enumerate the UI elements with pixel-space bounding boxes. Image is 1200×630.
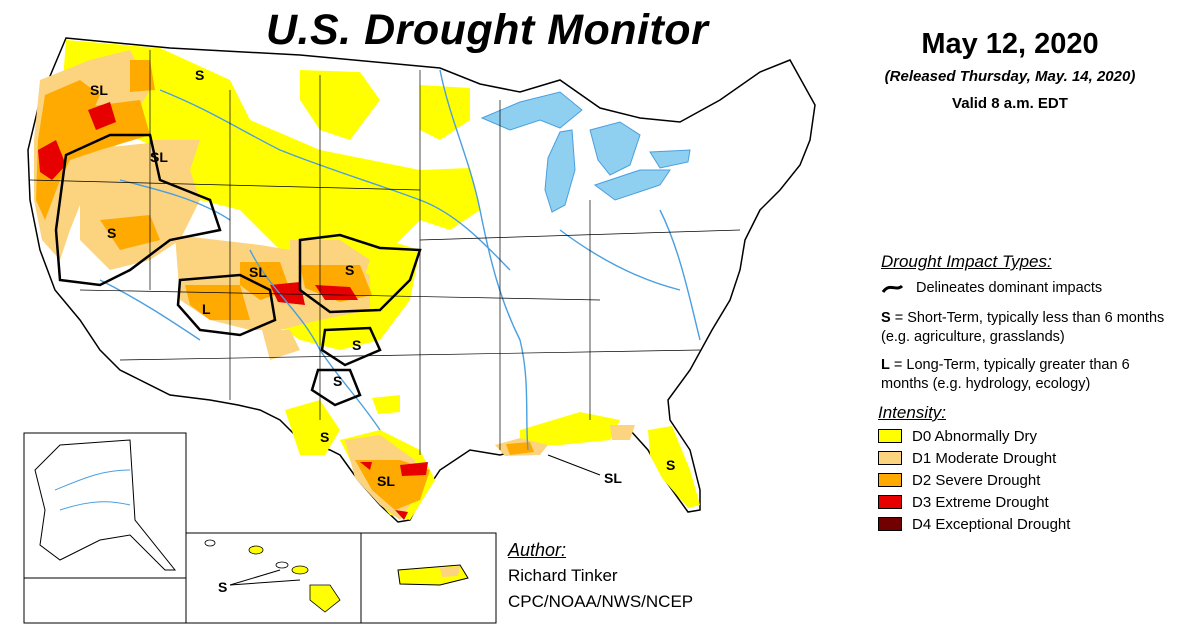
hawaii-inset [185,532,362,624]
alaska-inset [23,432,187,624]
intensity-heading: Intensity: [878,403,947,422]
label-sl-2: SL [150,149,168,165]
impact-delineates-text: Delineates dominant impacts [916,280,1103,296]
legend-label: D2 Severe Drought [912,471,1041,489]
legend-label: D4 Exceptional Drought [912,515,1071,533]
legend-item: D4 Exceptional Drought [878,513,1070,535]
great-lakes [480,91,691,213]
label-s-5: S [333,373,342,389]
label-s-4: S [352,337,361,353]
impact-line-glyph [881,284,904,293]
state-lines [29,50,741,455]
impact-long-term-desc: = Long-Term, typically greater than 6 mo… [881,357,1130,392]
legend-swatch [878,429,902,443]
label-l-1: L [202,301,211,317]
alaska-shape [34,439,177,571]
impact-labels: SL S SL S SL S L S S S SL SL S S [90,67,675,595]
label-s-7: S [666,457,675,473]
label-s-2: S [107,225,116,241]
label-sl-3: SL [249,264,267,280]
legend-item: D2 Severe Drought [878,469,1070,491]
label-s-1: S [195,67,204,83]
label-sl-5: SL [604,470,622,486]
label-s-6: S [320,429,329,445]
impact-types-heading: Drought Impact Types: [881,252,1052,271]
legend-swatch [878,473,902,487]
label-s-8: S [218,579,227,595]
legend-swatch [878,495,902,509]
impact-short-term-desc: = Short-Term, typically less than 6 mont… [881,310,1165,345]
author-heading: Author: [508,540,567,560]
legend-item: D0 Abnormally Dry [878,425,1070,447]
legend-swatch [878,451,902,465]
legend-item: D1 Moderate Drought [878,447,1070,469]
impact-short-term-code: S [881,310,891,326]
hawaii-islands [204,539,341,613]
release-date: (Released Thursday, May. 14, 2020) [884,68,1136,85]
legend-label: D0 Abnormally Dry [912,427,1038,445]
impact-long-term: L = Long-Term, typically greater than 6 … [881,356,1181,394]
rivers [99,69,701,451]
pointer-lines [229,454,601,586]
intensity-legend: D0 Abnormally Dry D1 Moderate Drought D2 S… [878,425,1070,535]
legend-swatch [878,517,902,531]
author-organization: CPC/NOAA/NWS/NCEP [508,592,694,611]
label-sl-4: SL [377,473,395,489]
valid-time: Valid 8 a.m. EDT [952,95,1068,112]
puerto-rico-d1 [440,566,460,577]
legend-item: D3 Extreme Drought [878,491,1070,513]
impact-boundaries [54,133,422,407]
inset-frames [23,432,497,624]
impact-long-term-code: L [881,357,890,373]
d3-areas [38,102,428,520]
legend-label: D3 Extreme Drought [912,493,1049,511]
page-title: U.S. Drought Monitor [266,6,709,54]
puerto-rico-inset [360,532,497,624]
map-date: May 12, 2020 [921,28,1099,60]
legend-label: D1 Moderate Drought [912,449,1057,467]
label-s-3: S [345,262,354,278]
label-sl-1: SL [90,82,108,98]
impact-short-term: S = Short-Term, typically less than 6 mo… [881,309,1181,347]
author-name: Richard Tinker [508,566,618,585]
alaska-rivers [54,469,131,511]
